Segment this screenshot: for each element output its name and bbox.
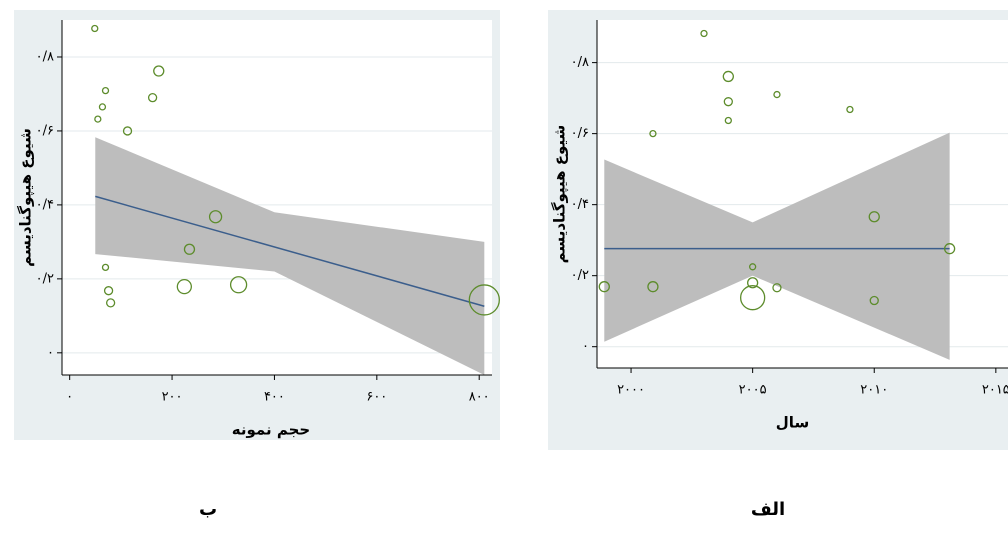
point (147, 93, 158, 103)
x-tick-label: ۲۰۱۵ (982, 383, 1008, 398)
point (722, 70, 734, 83)
point (229, 276, 248, 294)
point (724, 116, 732, 125)
point (723, 97, 733, 107)
point (869, 295, 879, 306)
point (91, 24, 99, 33)
point (943, 243, 956, 255)
x-axis-label: حجم نمونه (232, 421, 310, 439)
point (739, 285, 766, 311)
point (773, 90, 781, 99)
x-axis-label: سال (776, 414, 809, 432)
y-tick-label: ۰ (582, 339, 589, 354)
point (468, 284, 500, 316)
point (772, 283, 782, 293)
confidence-band (95, 137, 485, 375)
point (700, 29, 708, 38)
point (122, 126, 133, 136)
point (176, 278, 192, 295)
y-axis-label: شیوع هیپوگنادیسم (17, 128, 36, 267)
y-tick-label: ۰/۸ (36, 49, 54, 64)
point (868, 211, 880, 223)
point (598, 281, 610, 293)
point (748, 263, 757, 271)
x-tick-label: ۲۰۰ (162, 390, 183, 405)
y-tick-label: ۰/۸ (571, 55, 589, 70)
point (153, 65, 165, 77)
point (647, 281, 659, 293)
point (101, 263, 110, 272)
panel-caption: الف (751, 499, 785, 520)
y-tick-label: ۰/۶ (36, 123, 54, 138)
point (649, 129, 657, 138)
point (183, 243, 196, 255)
y-tick-label: ۰/۶ (571, 126, 589, 141)
point (208, 210, 223, 224)
fit-line (95, 195, 485, 307)
point (105, 298, 116, 308)
point (94, 115, 102, 123)
y-tick-label: ۰/۲ (571, 268, 589, 283)
x-tick-label: ۶۰۰ (366, 390, 387, 405)
x-tick-label: ۰ (66, 390, 73, 405)
x-tick-label: ۲۰۰۰ (617, 383, 645, 398)
confidence-band (604, 132, 950, 360)
point (746, 277, 759, 289)
y-tick-label: ۰/۴ (571, 197, 589, 212)
x-tick-label: ۲۰۰۵ (739, 383, 767, 398)
x-tick-label: ۸۰۰ (469, 390, 490, 405)
point (846, 105, 854, 114)
y-tick-label: ۰/۲ (36, 271, 54, 286)
x-tick-label: ۲۰۱۰ (860, 383, 888, 398)
y-tick-label: ۰ (47, 345, 54, 360)
y-tick-label: ۰/۴ (36, 197, 54, 212)
y-axis-label: شیوع هیپوگنادیسم (551, 125, 570, 264)
x-tick-label: ۴۰۰ (264, 390, 285, 405)
point (101, 86, 110, 95)
point (98, 103, 107, 111)
point (103, 286, 114, 296)
panel-caption: ب (199, 499, 217, 520)
